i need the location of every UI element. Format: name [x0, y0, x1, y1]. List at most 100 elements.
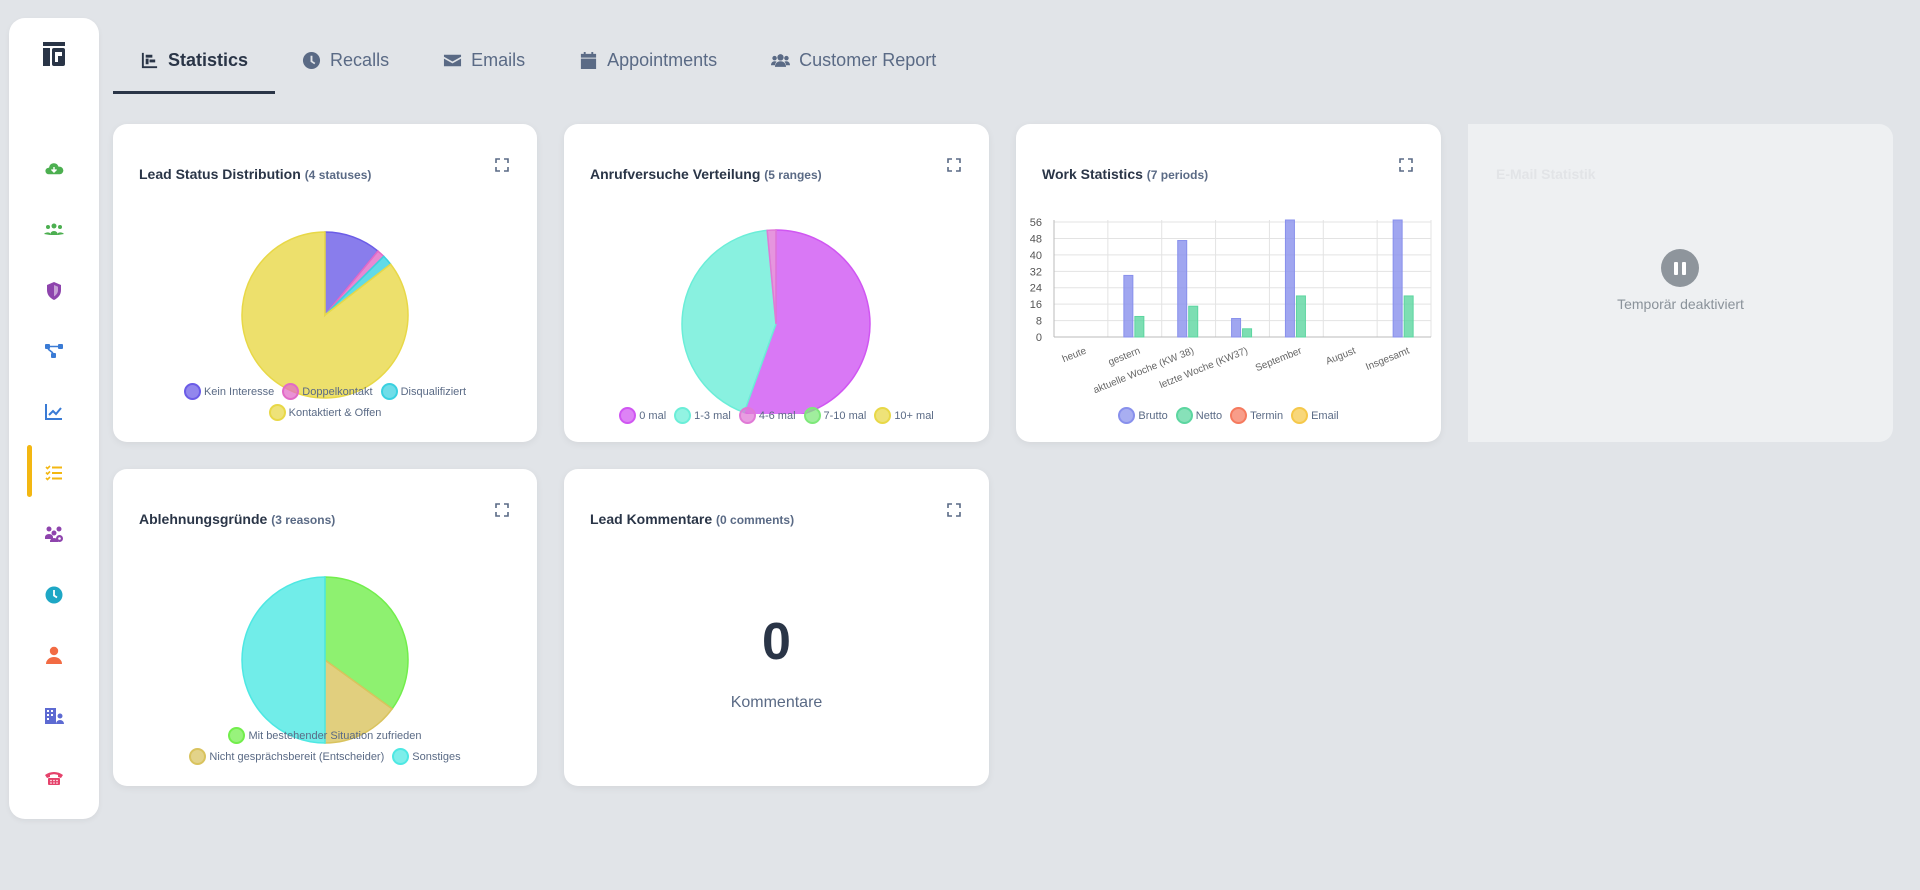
legend-swatch [268, 404, 286, 421]
legend-item[interactable]: Doppelkontakt [282, 383, 373, 400]
tab-label: Statistics [168, 50, 249, 70]
legend-swatch [803, 407, 821, 424]
legend-item[interactable]: 10+ mal [874, 407, 934, 424]
tab-statistics[interactable]: Statistics [113, 30, 276, 94]
chart-legend: Brutto Netto Termin Email [1016, 407, 1441, 424]
card-title: Lead Status Distribution (4 statuses) [139, 166, 372, 182]
bar-brutto[interactable] [1177, 240, 1188, 338]
pie-slice[interactable] [766, 229, 777, 325]
legend-item[interactable]: Disqualifiziert [380, 383, 466, 400]
envelope-icon [444, 54, 462, 66]
legend-item[interactable]: 7-10 mal [803, 407, 867, 424]
tab-appointments[interactable]: Appointments [552, 30, 744, 90]
sidebar-item-clock[interactable] [9, 569, 99, 621]
bar-brutto[interactable] [1284, 219, 1295, 338]
legend-item[interactable]: Termin [1230, 407, 1283, 424]
sidebar-item-shield[interactable] [9, 265, 99, 317]
sidebar [9, 18, 99, 819]
tab-emails[interactable]: Emails [416, 30, 552, 90]
legend-item[interactable]: Nicht gesprächsbereit (Entscheider) [189, 748, 384, 765]
legend-label: 4-6 mal [758, 409, 796, 422]
legend-swatch [380, 383, 398, 400]
sidebar-item-cloud-download[interactable] [9, 143, 99, 195]
sidebar-item-phone[interactable] [9, 751, 99, 803]
chart-legend: 0 mal 1-3 mal 4-6 mal 7-10 mal 10+ mal [564, 407, 989, 424]
bar-chart-icon [141, 52, 158, 69]
legend-label: 1-3 mal [694, 409, 731, 422]
x-tick-label: letzte Woche (KW37) [1158, 346, 1250, 392]
user-icon [46, 646, 62, 664]
bar-netto[interactable] [1295, 295, 1306, 338]
legend-item[interactable]: 1-3 mal [674, 407, 731, 424]
kommentare-card: Lead Kommentare (0 comments) 0 Kommentar… [564, 469, 989, 786]
y-tick-label: 48 [1030, 233, 1042, 245]
pie-slice[interactable] [324, 576, 409, 710]
legend-item[interactable]: Netto [1175, 407, 1223, 424]
tab-recalls[interactable]: Recalls [275, 30, 416, 90]
card-title: Work Statistics (7 periods) [1042, 166, 1209, 182]
bar-netto[interactable] [1134, 315, 1145, 338]
legend-item[interactable]: Mit bestehender Situation zufrieden [228, 727, 422, 744]
legend-label: Mit bestehender Situation zufrieden [248, 729, 422, 742]
x-tick-label: August [1324, 346, 1357, 368]
card-title: Anrufversuche Verteilung (5 ranges) [590, 166, 822, 182]
legend-item[interactable]: 0 mal [619, 407, 666, 424]
legend-item[interactable]: Sonstiges [392, 748, 461, 765]
bar-brutto[interactable] [1392, 219, 1403, 338]
email-statistics-card: E-Mail Statistik Temporär deaktiviert [1468, 124, 1893, 442]
pie-slice[interactable] [681, 229, 777, 414]
users-icon [771, 53, 791, 67]
legend-swatch [392, 748, 410, 765]
legend-label: 7-10 mal [823, 409, 867, 422]
pause-icon [1661, 249, 1699, 287]
sidebar-item-building-user[interactable] [9, 690, 99, 742]
tab-customer-report[interactable]: Customer Report [744, 30, 963, 90]
tab-label: Recalls [330, 49, 390, 70]
bar-netto[interactable] [1188, 305, 1199, 338]
legend-label: 10+ mal [894, 409, 934, 422]
y-tick-label: 40 [1030, 250, 1042, 262]
card-title: E-Mail Statistik [1496, 166, 1596, 182]
x-tick-label: September [1254, 345, 1304, 374]
tab-label: Customer Report [799, 49, 937, 70]
expand-icon[interactable] [495, 158, 509, 172]
ablehnung-card: Ablehnungsgründe (3 reasons) Mit bestehe… [113, 469, 537, 786]
expand-icon[interactable] [947, 503, 961, 517]
expand-icon[interactable] [1399, 158, 1413, 172]
legend-item[interactable]: Kein Interesse [183, 383, 274, 400]
sidebar-item-users-group[interactable] [9, 204, 99, 256]
legend-swatch [738, 407, 756, 424]
y-tick-label: 8 [1036, 316, 1042, 328]
legend-swatch [1118, 407, 1136, 424]
legend-item[interactable]: Brutto [1118, 407, 1168, 424]
legend-item[interactable]: Email [1291, 407, 1339, 424]
sidebar-item-tasks[interactable] [9, 447, 99, 499]
bar-netto[interactable] [1242, 328, 1253, 338]
tab-label: Appointments [607, 49, 718, 70]
lead-status-pie [241, 231, 409, 399]
sidebar-item-line-chart[interactable] [9, 386, 99, 438]
sidebar-item-user[interactable] [9, 629, 99, 681]
legend-item[interactable]: Kontaktiert & Offen [268, 404, 381, 421]
legend-swatch [1175, 407, 1193, 424]
sidebar-item-users-cog[interactable] [9, 508, 99, 560]
pie-slice[interactable] [743, 229, 871, 414]
expand-icon[interactable] [495, 503, 509, 517]
shield-icon [47, 282, 61, 300]
sidebar-item-network[interactable] [9, 325, 99, 377]
bar-brutto[interactable] [1231, 318, 1242, 338]
company-logo[interactable] [37, 38, 71, 72]
bar-brutto[interactable] [1123, 274, 1134, 338]
legend-label: Netto [1195, 409, 1223, 422]
bar-netto[interactable] [1403, 295, 1414, 338]
x-tick-label: Insgesamt [1364, 346, 1411, 374]
card-title: Lead Kommentare (0 comments) [590, 511, 795, 527]
pie-slice[interactable] [241, 576, 326, 744]
legend-item[interactable]: 4-6 mal [738, 407, 796, 424]
legend-swatch [1230, 407, 1248, 424]
calendar-icon [580, 51, 597, 69]
pie-slice[interactable] [324, 658, 394, 744]
chart-legend: Mit bestehender Situation zufrieden Nicht… [113, 727, 537, 765]
expand-icon[interactable] [947, 158, 961, 172]
